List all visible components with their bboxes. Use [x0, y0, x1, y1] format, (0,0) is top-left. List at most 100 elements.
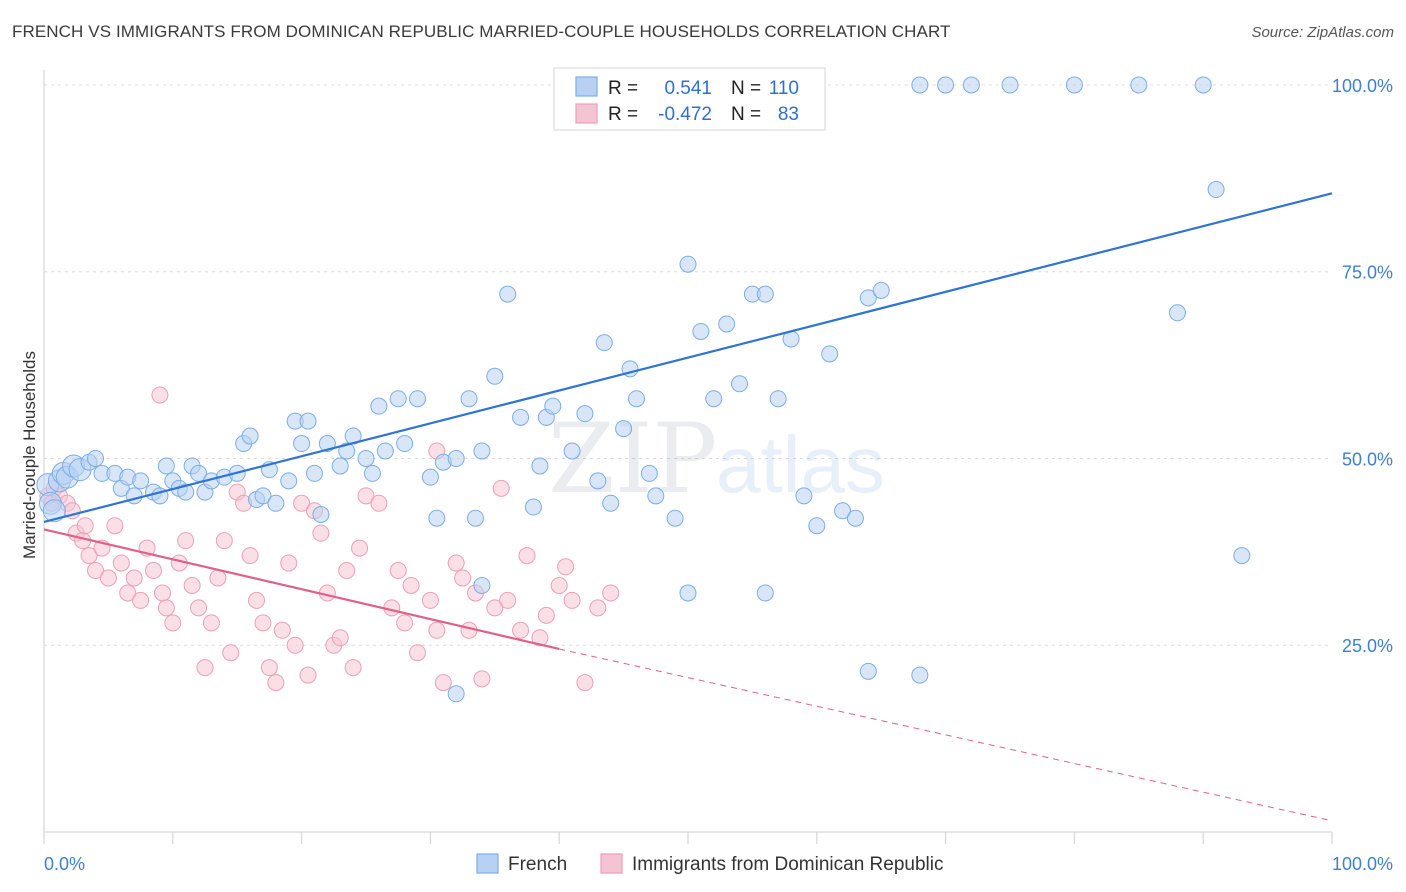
data-point-french — [576, 405, 594, 423]
data-point-dominican — [196, 659, 214, 677]
legend-swatch-blue — [575, 76, 598, 97]
legend-r-label-pink: R = — [608, 104, 638, 125]
data-point-dominican — [550, 576, 568, 594]
data-point-french — [396, 435, 414, 453]
data-point-french — [87, 449, 105, 467]
data-point-dominican — [80, 547, 98, 565]
legend-r-label-blue: R = — [608, 78, 638, 99]
data-point-french — [524, 498, 542, 516]
data-point-french — [241, 427, 259, 445]
data-point-dominican — [421, 591, 439, 609]
data-point-french — [512, 408, 530, 426]
data-point-french — [460, 390, 478, 408]
data-point-french — [1233, 547, 1251, 565]
data-point-dominican — [215, 532, 233, 550]
data-point-french — [821, 345, 839, 363]
stats-legend: R = 0.541 N = 110 R = -0.472 N = 83 — [553, 67, 826, 131]
data-point-dominican — [492, 479, 510, 497]
data-point-french — [447, 449, 465, 467]
trend-line-french — [43, 192, 1333, 524]
data-point-dominican — [209, 569, 227, 587]
data-point-french — [363, 464, 381, 482]
series-french-points — [36, 76, 1251, 703]
y-tick-labels: 100.0% 75.0% 50.0% 25.0% — [1332, 76, 1393, 656]
data-point-french — [331, 457, 349, 475]
data-point-french — [808, 517, 826, 535]
data-point-french — [937, 76, 955, 94]
legend-n-value-pink: 83 — [778, 104, 799, 125]
data-point-french — [731, 375, 749, 393]
y-tick-label: 25.0% — [1342, 636, 1393, 656]
data-point-dominican — [87, 562, 105, 580]
data-point-dominican — [190, 599, 208, 617]
y-tick-label: 75.0% — [1342, 263, 1393, 283]
y-tick-label: 100.0% — [1332, 76, 1393, 96]
data-point-dominican — [576, 674, 594, 692]
data-point-dominican — [132, 591, 150, 609]
data-point-french — [705, 390, 723, 408]
data-point-french — [769, 390, 787, 408]
data-point-french — [756, 584, 774, 602]
data-point-french — [177, 483, 195, 501]
legend-r-value-pink: -0.472 — [658, 104, 712, 125]
x-tick-marks — [43, 832, 1333, 844]
data-point-french — [718, 315, 736, 333]
data-point-dominican — [518, 547, 536, 565]
data-point-french — [466, 509, 484, 527]
data-point-dominican — [293, 494, 311, 512]
data-point-french — [357, 449, 375, 467]
data-point-french — [679, 255, 697, 273]
data-point-french — [1001, 76, 1019, 94]
gridlines — [44, 84, 1332, 646]
data-point-french — [563, 442, 581, 460]
data-point-french — [846, 509, 864, 527]
data-point-french — [389, 390, 407, 408]
data-point-dominican — [183, 576, 201, 594]
data-point-dominican — [202, 614, 220, 632]
data-point-dominican — [222, 644, 240, 662]
data-point-french — [1207, 181, 1225, 199]
legend-swatch-pink — [575, 103, 598, 124]
legend-n-label-pink: N = — [731, 104, 761, 125]
data-point-dominican — [602, 584, 620, 602]
data-point-french — [544, 397, 562, 415]
data-point-dominican — [563, 591, 581, 609]
data-point-dominican — [351, 539, 369, 557]
data-point-french — [499, 285, 517, 303]
data-point-dominican — [344, 659, 362, 677]
data-point-french — [1130, 76, 1148, 94]
x-tick-label-min: 0.0% — [44, 854, 85, 874]
data-point-french — [1168, 304, 1186, 322]
data-point-french — [305, 464, 323, 482]
data-point-french — [872, 281, 890, 299]
data-point-dominican — [512, 621, 530, 639]
trend-lines — [43, 192, 1333, 822]
legend-n-value-blue: 110 — [769, 78, 799, 99]
bottom-legend-label-dominican: Immigrants from Dominican Republic — [632, 854, 944, 875]
data-point-french — [421, 468, 439, 486]
data-point-dominican — [254, 614, 272, 632]
data-point-french — [254, 487, 272, 505]
x-tick-label-max: 100.0% — [1332, 854, 1393, 874]
data-point-dominican — [241, 547, 259, 565]
y-tick-label: 50.0% — [1342, 449, 1393, 469]
data-point-french — [1065, 76, 1083, 94]
data-point-french — [1194, 76, 1212, 94]
data-point-dominican — [589, 599, 607, 617]
data-point-dominican — [119, 584, 137, 602]
data-point-dominican — [99, 569, 117, 587]
data-point-dominican — [499, 591, 517, 609]
data-point-dominican — [153, 584, 171, 602]
data-point-dominican — [164, 614, 182, 632]
data-point-french — [679, 584, 697, 602]
data-point-dominican — [286, 636, 304, 654]
data-point-french — [267, 494, 285, 512]
data-point-french — [42, 499, 66, 523]
data-point-french — [370, 397, 388, 415]
data-point-dominican — [151, 386, 169, 404]
chart-title: FRENCH VS IMMIGRANTS FROM DOMINICAN REPU… — [12, 22, 951, 41]
data-point-french — [376, 442, 394, 460]
data-point-dominican — [260, 659, 278, 677]
watermark: ZIP atlas — [548, 403, 885, 515]
